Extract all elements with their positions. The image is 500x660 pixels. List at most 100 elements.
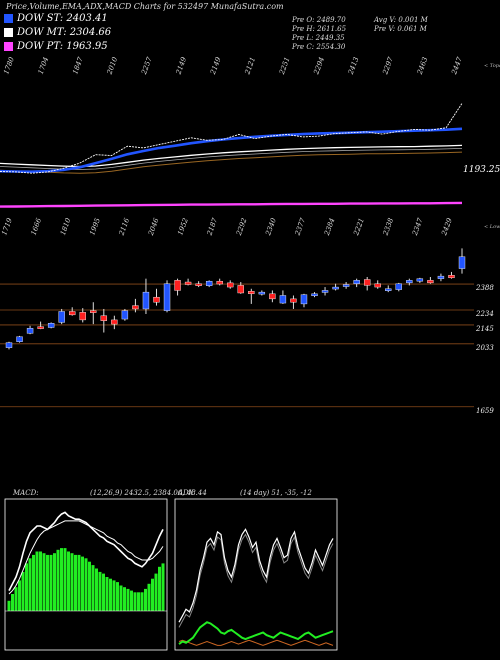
macd-hist-bar: [140, 592, 144, 611]
price-level-label: 2234: [475, 310, 494, 318]
legend-pt: DOW PT: 1963.95: [4, 41, 108, 52]
adx-title: ADX: [177, 489, 195, 497]
price-panel: 1719 1666 1810 1995 2116 2046 1952 2187 2292 2340…: [0, 216, 500, 415]
macd-hist-bar: [137, 592, 140, 611]
candle-up: [416, 278, 424, 282]
ema-top-label: 2251: [278, 56, 292, 76]
ema-right-label: < Topa: [484, 63, 500, 69]
candle-down: [79, 312, 86, 321]
candle-down: [237, 285, 244, 294]
ema-top-label: 2010: [105, 55, 119, 76]
macd-hist-bar: [18, 580, 21, 611]
price-top-label: 1952: [176, 216, 190, 236]
macd-hist-bar: [63, 548, 67, 611]
candle-down: [269, 293, 276, 300]
macd-params: (12,26,9) 2432.5, 2384.06, 48.44: [90, 489, 207, 497]
candle-up: [353, 280, 360, 284]
ema-top-label: 1704: [37, 56, 51, 75]
candle-down: [174, 280, 181, 291]
macd-hist-bar: [91, 565, 95, 611]
adx-line: [178, 528, 334, 623]
candle-down: [153, 296, 160, 303]
candle-up: [16, 336, 23, 342]
macd-hist-bar: [130, 590, 133, 611]
candle-down: [111, 319, 118, 325]
adx-minus-di-line: [178, 639, 334, 646]
candle-up: [58, 311, 65, 323]
candle-up: [121, 310, 129, 320]
price-level-label: 2033: [475, 344, 494, 352]
chart-title: Price,Volume,EMA,ADX,MACD Charts for 532…: [6, 2, 284, 11]
legend-mt-label: DOW MT: 2304.66: [17, 27, 112, 38]
macd-hist-bar: [42, 553, 46, 611]
ema-top-label: 2149: [209, 55, 223, 76]
macd-hist-bar: [35, 551, 39, 611]
candle-up: [321, 290, 329, 293]
ema-top-label: 2257: [140, 55, 154, 76]
ema-top-label: 2463: [415, 55, 429, 76]
macd-hist-bar: [7, 600, 11, 611]
macd-hist-bar: [28, 558, 32, 611]
macd-hist-bar: [21, 571, 25, 611]
price-top-label: 2377: [293, 216, 307, 237]
candle-up: [385, 288, 392, 291]
candle-down: [448, 275, 455, 279]
ema-top-label: 2413: [347, 55, 361, 76]
price-level-label: 2388: [475, 284, 494, 292]
candle-down: [100, 315, 108, 321]
candle-up: [300, 294, 308, 305]
adx-line-shadow: [178, 533, 334, 628]
price-top-label: 2384: [323, 217, 337, 237]
macd-hist-bar: [151, 578, 154, 611]
adx-panel: ADX (14 day) 51, -35, -12: [174, 489, 338, 651]
candle-down: [69, 311, 76, 316]
macd-hist-bar: [39, 551, 42, 611]
info-pre-open: Pre O: 2489.70: [292, 16, 346, 24]
info-pre-low: Pre L: 2449.35: [292, 34, 345, 42]
macd-hist-bar: [60, 548, 63, 611]
candle-up: [437, 275, 445, 279]
ema-line-aux-1: [0, 151, 463, 174]
macd-hist-bar: [105, 577, 109, 611]
macd-line: [8, 511, 164, 591]
candle-down: [427, 280, 434, 284]
candle-down: [248, 291, 255, 295]
price-top-label: 1719: [0, 216, 14, 236]
macd-hist-bar: [11, 594, 14, 611]
macd-title: MACD:: [12, 489, 39, 497]
ema-line-mt: [0, 144, 463, 168]
price-top-label: 2292: [235, 216, 249, 237]
ema-top-label: 2121: [243, 56, 257, 76]
macd-hist-bar: [70, 553, 74, 611]
macd-hist-bar: [112, 580, 116, 611]
macd-hist-bar: [116, 582, 119, 611]
candle-up: [311, 293, 318, 297]
candle-down: [37, 326, 44, 329]
info-pre-volume: Pre V: 0.061 M: [374, 25, 427, 33]
price-right-label: < Lowes: [484, 224, 500, 230]
candle-up: [342, 284, 350, 287]
price-top-label: 2221: [352, 217, 366, 237]
candle-up: [205, 280, 213, 286]
macd-hist-bar: [102, 573, 105, 611]
macd-hist-bar: [133, 592, 137, 611]
ema-panel: 1780 1704 1847 2010 2257 2149 2149 2121 2251 2294…: [0, 55, 500, 208]
ema-top-label: 2294: [312, 56, 326, 76]
legend-pt-label: DOW PT: 1963.95: [17, 41, 108, 52]
macd-hist-bar: [95, 568, 98, 611]
price-top-label: 1810: [59, 216, 73, 236]
info-pre-high: Pre H: 2611.65: [292, 25, 347, 33]
macd-hist-bar: [161, 563, 165, 611]
ema-line-aux-2: [0, 148, 463, 170]
macd-panel: MACD: (12,26,9) 2432.5, 2384.06, 48.44: [4, 489, 207, 651]
price-top-label: 2340: [264, 216, 278, 237]
macd-hist-bar: [67, 551, 70, 611]
price-level-label: 2145: [475, 325, 494, 333]
candle-up: [395, 283, 402, 290]
ema-top-label: 2447: [450, 55, 464, 76]
macd-hist-bar: [123, 587, 126, 611]
candle-up: [47, 323, 55, 328]
macd-hist-bar: [49, 554, 53, 611]
macd-hist-bar: [98, 571, 102, 611]
